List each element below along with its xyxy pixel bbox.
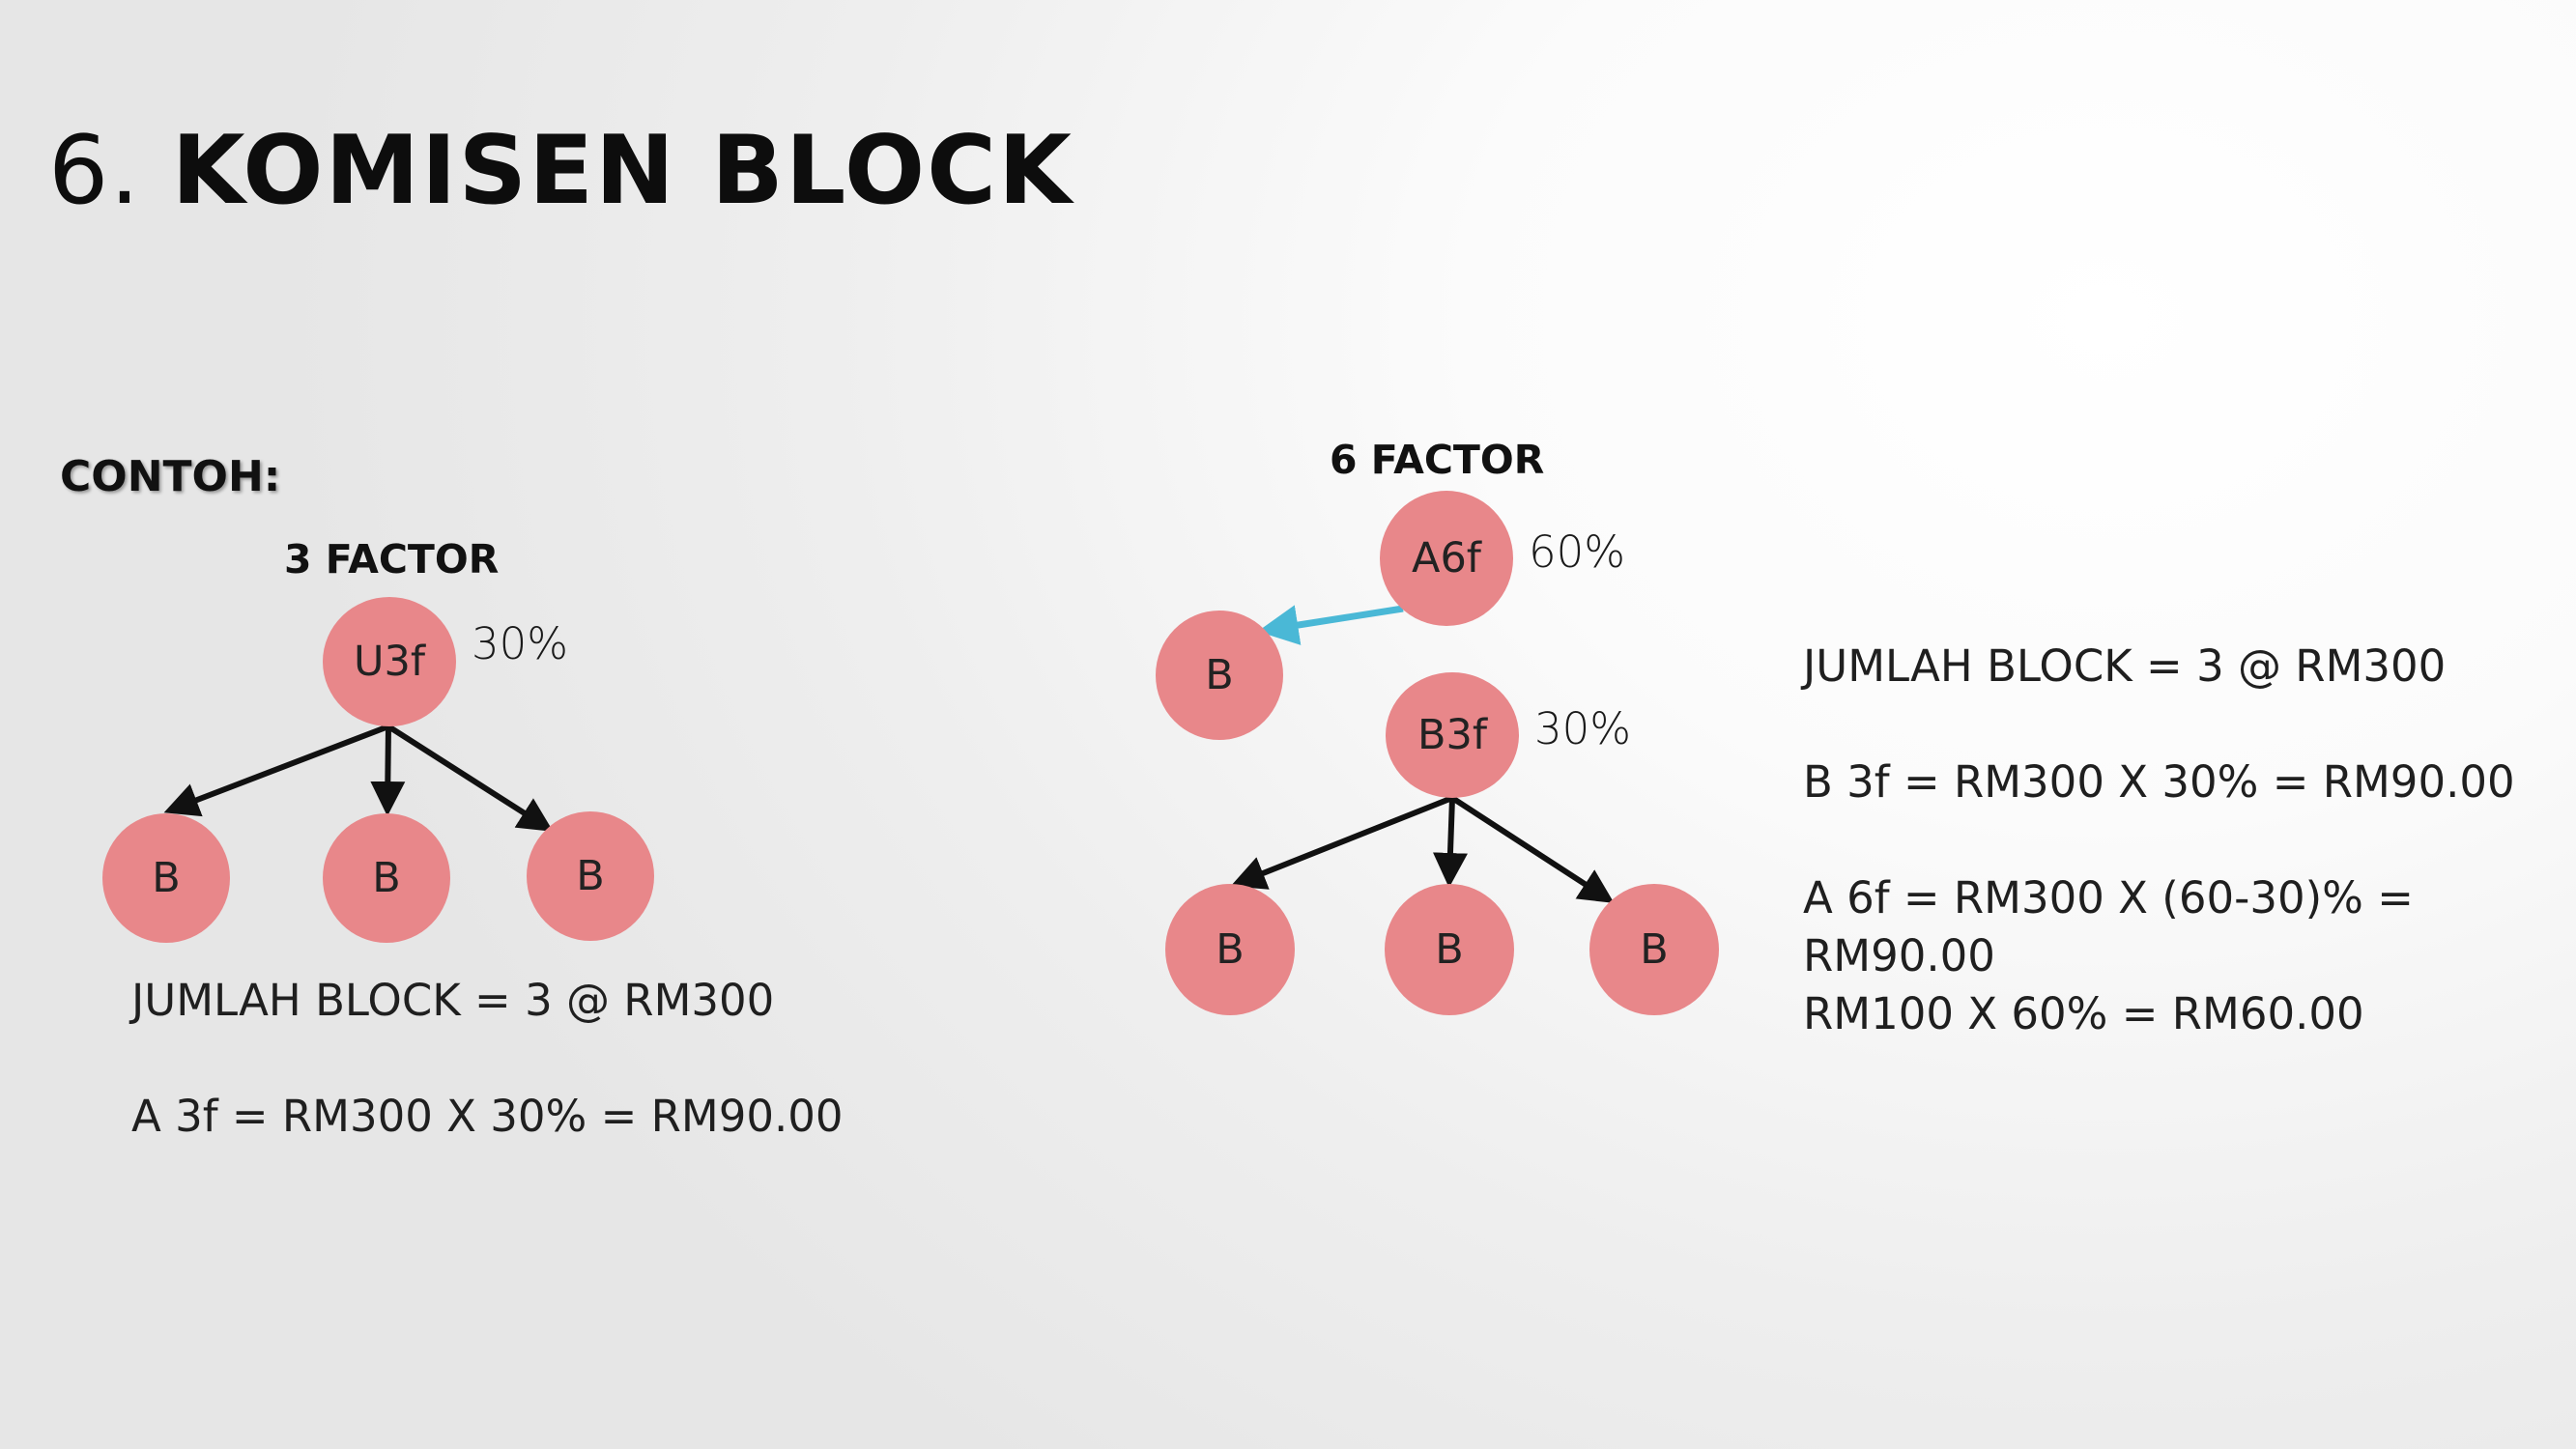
node-a6f-label: A6f xyxy=(1412,534,1481,582)
contoh-label: CONTOH: xyxy=(60,452,281,501)
arrow-a6f-to-b xyxy=(1257,605,1404,645)
arrow-u3f-to-b3 xyxy=(386,724,554,832)
node-right-b1-label: B xyxy=(1216,925,1245,974)
right-top-percent: 60% xyxy=(1529,526,1626,578)
right-info-line-2: B 3f = RM300 X 30% = RM90.00 xyxy=(1803,756,2515,808)
left-info-line-2: A 3f = RM300 X 30% = RM90.00 xyxy=(131,1091,844,1142)
title-number: 6. xyxy=(48,116,141,226)
node-a6f: A6f xyxy=(1380,491,1513,626)
left-factor-label: 3 FACTOR xyxy=(284,536,500,582)
node-right-b-side: B xyxy=(1156,611,1283,740)
node-left-b1: B xyxy=(102,813,230,943)
arrow-u3f-to-b2 xyxy=(370,725,406,816)
title-text: KOMISEN BLOCK xyxy=(171,116,1073,226)
left-info-line-1: JUMLAH BLOCK = 3 @ RM300 xyxy=(131,975,775,1026)
node-right-b2: B xyxy=(1385,884,1514,1015)
arrow-u3f-to-b1 xyxy=(163,724,390,817)
node-right-b2-label: B xyxy=(1435,925,1464,974)
node-b3f-label: B3f xyxy=(1417,711,1487,759)
left-root-percent: 30% xyxy=(472,618,569,669)
node-u3f-label: U3f xyxy=(354,638,425,686)
right-factor-label: 6 FACTOR xyxy=(1330,437,1545,483)
node-right-b1: B xyxy=(1165,884,1295,1015)
node-right-b-side-label: B xyxy=(1205,651,1234,699)
right-mid-percent: 30% xyxy=(1534,703,1632,754)
arrow-b3f-to-b1 xyxy=(1230,795,1454,890)
node-left-b3: B xyxy=(527,811,654,941)
node-right-b3: B xyxy=(1589,884,1719,1015)
node-left-b2-label: B xyxy=(372,854,401,902)
right-info-line-3: A 6f = RM300 X (60-30)% = xyxy=(1803,872,2414,923)
right-info-line-1: JUMLAH BLOCK = 3 @ RM300 xyxy=(1803,640,2447,692)
arrow-b3f-to-b2 xyxy=(1432,797,1468,888)
page-title: 6. KOMISEN BLOCK xyxy=(48,124,1073,218)
node-left-b3-label: B xyxy=(576,852,605,900)
node-right-b3-label: B xyxy=(1640,925,1669,974)
node-u3f: U3f xyxy=(323,597,456,726)
node-left-b1-label: B xyxy=(152,854,181,902)
right-info-line-4: RM90.00 xyxy=(1803,930,1995,981)
node-left-b2: B xyxy=(323,813,450,943)
node-b3f: B3f xyxy=(1386,672,1519,798)
right-info-line-5: RM100 X 60% = RM60.00 xyxy=(1803,988,2364,1039)
arrow-b3f-to-b3 xyxy=(1450,795,1615,903)
